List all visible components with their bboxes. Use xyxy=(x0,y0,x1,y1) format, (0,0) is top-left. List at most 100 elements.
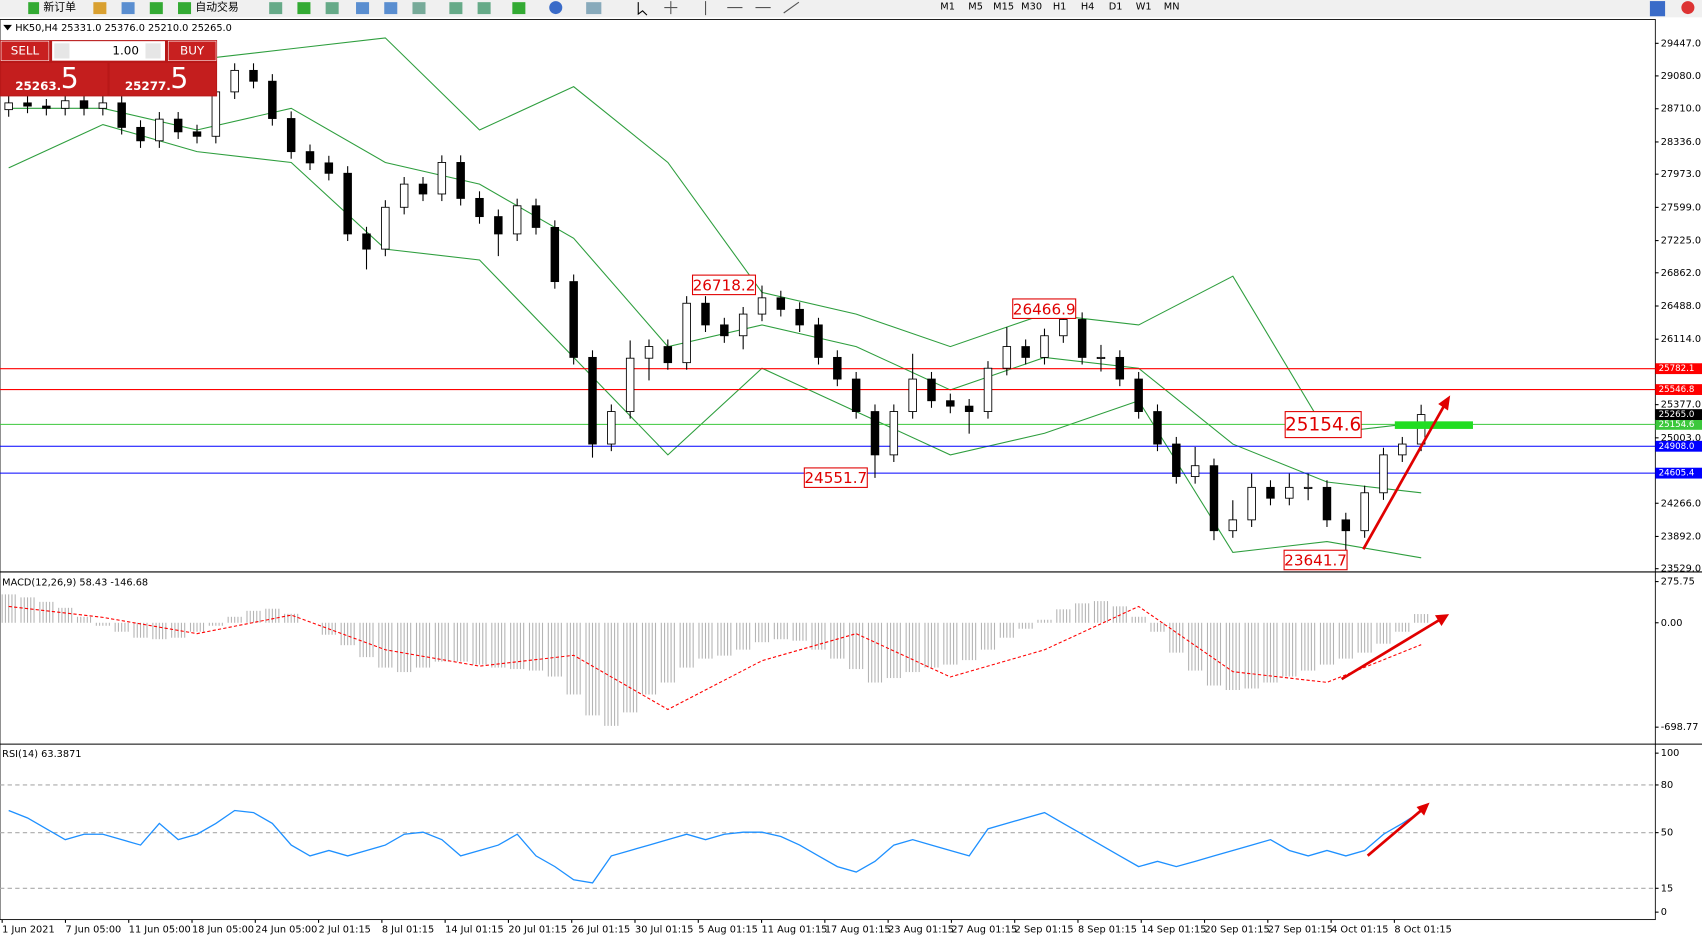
y-tick-label: 100 xyxy=(1661,748,1680,759)
y-tick-label: 80 xyxy=(1661,780,1673,791)
periods[interactable] xyxy=(549,1,563,15)
price-annotation: 26718.2 xyxy=(693,276,756,294)
candle-body xyxy=(1134,378,1143,412)
tool-icon[interactable] xyxy=(477,2,491,15)
price-annotation-box xyxy=(1284,411,1362,439)
price-annotation: 23641.7 xyxy=(1284,552,1347,570)
candle-body xyxy=(79,100,89,109)
rsi-line xyxy=(8,809,1422,884)
tool-icon[interactable] xyxy=(269,2,283,15)
zoom-out[interactable] xyxy=(384,2,398,15)
arrow-head xyxy=(1438,395,1451,411)
candle-body xyxy=(889,411,899,456)
lot-input[interactable] xyxy=(52,41,165,61)
notifications[interactable] xyxy=(1681,1,1695,15)
buy-label[interactable]: BUY xyxy=(180,43,205,57)
auto-trading-icon[interactable] xyxy=(178,2,192,15)
lot-down[interactable] xyxy=(54,43,70,59)
trend-arrow xyxy=(1362,400,1449,550)
x-tick-label: 8 Jul 01:15 xyxy=(382,924,434,935)
zoom-in[interactable] xyxy=(356,2,370,15)
lot-value[interactable]: 1.00 xyxy=(112,43,139,57)
candle-body xyxy=(286,118,296,153)
y-tick-label: 28710.0 xyxy=(1661,104,1701,115)
candle-body xyxy=(738,313,748,337)
bid-box[interactable] xyxy=(1,62,108,96)
candle-body xyxy=(663,346,673,364)
lot-up[interactable] xyxy=(145,43,161,59)
timeframe-button[interactable]: M15 xyxy=(993,2,1014,13)
x-tick-label: 2 Sep 01:15 xyxy=(1015,924,1074,935)
x-tick-label: 2 Jul 01:15 xyxy=(319,924,371,935)
price-annotation-box xyxy=(1283,549,1348,571)
search[interactable] xyxy=(1649,1,1666,17)
x-tick-label: 11 Aug 01:15 xyxy=(762,924,828,935)
candle-body xyxy=(1360,492,1369,532)
timeframe-button[interactable]: M5 xyxy=(968,2,983,13)
crosshair-tool[interactable] xyxy=(664,1,678,15)
toolbar-icon[interactable] xyxy=(93,2,107,15)
bid-price[interactable]: 25263. xyxy=(15,79,61,93)
ask-pip[interactable]: 5 xyxy=(170,62,188,95)
tool-icon[interactable] xyxy=(297,2,311,15)
buy-button[interactable] xyxy=(167,40,217,61)
candle-body xyxy=(343,172,352,235)
candle-body xyxy=(644,346,654,359)
level-price-tag xyxy=(1655,467,1702,479)
timeframe-button[interactable]: D1 xyxy=(1109,2,1123,13)
candle-body xyxy=(512,205,522,235)
candle-body xyxy=(324,162,334,174)
new-order-icon[interactable] xyxy=(28,2,40,15)
auto-trading-button[interactable]: 自动交易 xyxy=(195,0,238,14)
price-annotation-box xyxy=(691,274,757,296)
candle-body xyxy=(230,69,239,93)
ask-box[interactable] xyxy=(109,62,217,96)
x-tick-label: 20 Jul 01:15 xyxy=(508,924,567,935)
candle-body xyxy=(1021,346,1030,358)
x-tick-label: 1 Jun 2021 xyxy=(2,924,55,935)
timeframe-button[interactable]: H1 xyxy=(1053,2,1067,13)
candle-body xyxy=(776,297,786,310)
candle-body xyxy=(531,205,541,228)
y-tick-label: 0 xyxy=(1661,907,1667,918)
candle-body xyxy=(814,324,823,358)
toolbar: 新订单 自动交易 xyxy=(0,0,1702,18)
sell-button[interactable] xyxy=(0,40,50,61)
cursor-tool[interactable] xyxy=(637,2,648,16)
candle-body xyxy=(1303,486,1313,489)
indicators[interactable] xyxy=(512,2,526,15)
x-tick-label: 8 Sep 01:15 xyxy=(1078,924,1137,935)
toolbar-icon[interactable] xyxy=(121,2,135,15)
templates[interactable] xyxy=(586,2,602,15)
timeframe-button[interactable]: M30 xyxy=(1021,2,1042,13)
tool-icon[interactable] xyxy=(412,2,426,15)
candle-body xyxy=(23,102,32,107)
candle-body xyxy=(1247,486,1256,521)
new-order-button[interactable]: 新订单 xyxy=(43,0,76,14)
sell-label[interactable]: SELL xyxy=(11,43,40,57)
bid-pip[interactable]: 5 xyxy=(61,62,79,95)
ask-price[interactable]: 25277. xyxy=(125,79,171,93)
x-tick-label: 14 Sep 01:15 xyxy=(1141,924,1206,935)
timeframe-button[interactable]: MN xyxy=(1164,2,1180,13)
line-tools[interactable] xyxy=(705,1,800,16)
y-tick-label: 29447.0 xyxy=(1661,38,1701,49)
toolbar-icon[interactable] xyxy=(149,2,163,15)
toolbar-bg xyxy=(0,0,1702,18)
timeframe-button[interactable]: H4 xyxy=(1081,2,1095,13)
indicator-title: MACD(12,26,9) 58.43 -146.68 xyxy=(2,578,148,589)
indicator-title: RSI(14) 63.3871 xyxy=(2,749,81,760)
candle-body xyxy=(399,183,409,208)
candle-body xyxy=(946,400,955,407)
trend-arrow xyxy=(1340,616,1445,681)
tool-icon[interactable] xyxy=(449,2,463,15)
tool-icon[interactable] xyxy=(325,2,339,15)
timeframe-button[interactable]: W1 xyxy=(1136,2,1152,13)
y-tick-label: 0.00 xyxy=(1661,618,1683,629)
y-tick-label: 27599.0 xyxy=(1661,202,1701,213)
candle-body xyxy=(362,233,371,250)
timeframe-button[interactable]: M1 xyxy=(940,2,955,13)
level-price-label: 24605.4 xyxy=(1659,469,1695,479)
candle-body xyxy=(1228,519,1238,532)
